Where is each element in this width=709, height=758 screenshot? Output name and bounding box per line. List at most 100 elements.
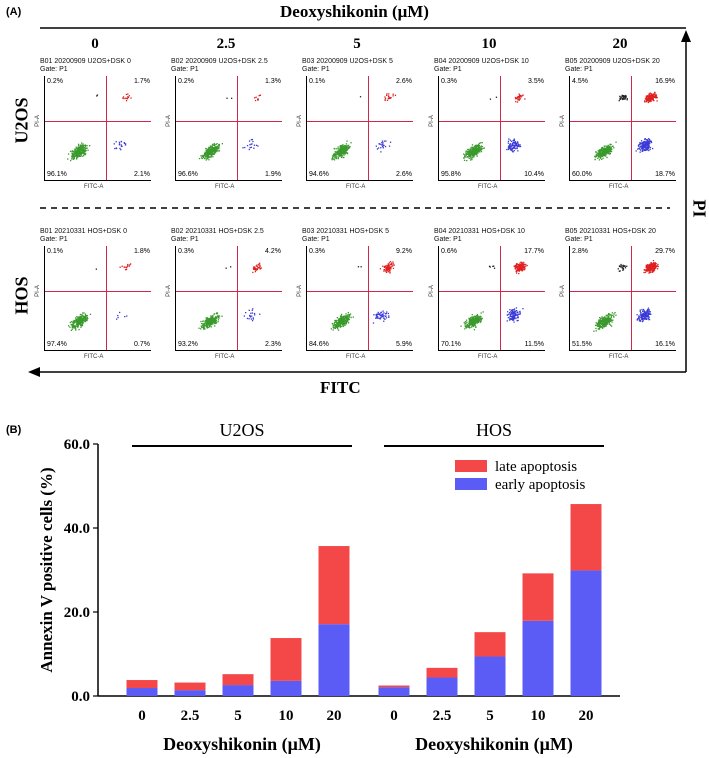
bar-u2os-20-late [318,546,350,625]
quadrant-ul-value: 0.6% [441,248,457,255]
legend-label-late: late apoptosis [495,459,577,475]
plot-frame: 0.2% 1.7% 96.1% 2.1% [44,76,151,181]
y-tick-label: 40.0 [64,521,90,537]
plot-frame: 0.1% 2.6% 94.6% 2.6% [306,76,413,181]
flow-plot-u2os-dose-1: B02 20200909 U2OS+DSK 2.5 Gate: P1 0.2% 1.3… [163,58,293,198]
plot-frame: 0.3% 4.2% 93.2% 2.3% [175,246,282,351]
y-tick-label: 20.0 [64,605,90,621]
quadrant-horizontal-gate [439,290,545,292]
quadrant-lr-value: 5.9% [396,341,412,348]
plot-header: B01 20200909 U2OS+DSK 0 Gate: P1 [40,58,131,73]
dose-label-3: 10 [481,36,497,52]
flow-plot-hos-dose-3: B04 20210331 HOS+DSK 10 Gate: P1 0.6% 17.7%… [426,228,556,368]
bar-hos-5-late [474,632,506,657]
quadrant-ur-value: 16.9% [655,78,675,85]
quadrant-horizontal-gate [439,120,545,122]
plot-frame: 2.8% 29.7% 51.5% 16.1% [569,246,676,351]
plot-frame: 4.5% 16.9% 60.0% 18.7% [569,76,676,181]
plot-header: B03 20210331 HOS+DSK 5 Gate: P1 [302,228,389,243]
quadrant-lr-value: 16.1% [655,341,675,348]
quadrant-ur-value: 4.2% [265,248,281,255]
flow-plot-u2os-dose-0: B01 20200909 U2OS+DSK 0 Gate: P1 0.2% 1.7% 9… [32,58,162,198]
fitc-axis-label: FITC [320,378,361,397]
scatter-points [67,93,132,162]
bar-u2os-0-late [126,680,158,689]
quadrant-ll-value: 96.1% [47,171,67,178]
x-tick-label-u2os: 5 [234,708,242,724]
x-axis-title: FITC-A [346,184,366,190]
quadrant-ll-value: 70.1% [441,341,461,348]
bar-u2os-2.5-early [174,690,206,696]
quadrant-ll-value: 51.5% [572,341,592,348]
quadrant-lr-value: 0.7% [134,341,150,348]
plot-header: B05 20200909 U2OS+DSK 20 Gate: P1 [565,58,660,73]
quadrant-vertical-gate [500,246,502,350]
scatter-points [463,93,526,162]
x-tick-label-hos: 0 [390,708,398,724]
row-label-u2os: U2OS [11,97,32,144]
flow-plot-u2os-dose-4: B05 20200909 U2OS+DSK 20 Gate: P1 4.5% 16.9… [557,58,687,198]
quadrant-ll-value: 60.0% [572,171,592,178]
x-axis-label-u2os: Deoxyshikonin (μM) [163,734,321,755]
y-tick-label: 0.0 [71,689,90,705]
quadrant-ul-value: 0.2% [47,78,63,85]
scatter-points [593,260,659,332]
bar-u2os-10-late [270,638,302,681]
quadrant-lr-value: 18.7% [655,171,675,178]
quadrant-horizontal-gate [307,120,413,122]
panel-a-label: (A) [6,6,22,18]
quadrant-vertical-gate [237,76,239,180]
bar-hos-20-early [570,570,602,696]
bar-u2os-5-late [222,674,254,686]
x-axis-label-hos: Deoxyshikonin (μM) [415,734,573,755]
plot-frame: 0.1% 1.8% 97.4% 0.7% [44,246,151,351]
bar-hos-20-late [570,504,602,571]
bar-u2os-0-early [126,688,158,696]
quadrant-horizontal-gate [45,120,151,122]
apoptosis-bar-chart: 0.0 20.0 40.0 60.0 Annexin V positive cells … [37,420,620,755]
bar-u2os-20-early [318,624,350,696]
scatter-points [330,261,395,331]
quadrant-ur-value: 17.7% [524,248,544,255]
flow-plot-hos-dose-2: B03 20210331 HOS+DSK 5 Gate: P1 0.3% 9.2% 84… [294,228,424,368]
flow-plot-u2os-dose-3: B04 20200909 U2OS+DSK 10 Gate: P1 0.3% 3.5%… [426,58,556,198]
x-tick-label-u2os: 10 [279,708,294,724]
scatter-points [68,263,132,331]
panel-b-label: (B) [6,424,22,436]
x-tick-label-u2os: 2.5 [181,708,200,724]
group-label-u2os: U2OS [219,420,264,440]
plot-header: B02 20200909 U2OS+DSK 2.5 Gate: P1 [171,58,268,73]
plot-header: B04 20210331 HOS+DSK 10 Gate: P1 [434,228,525,243]
panel-a-title: Deoxyshikonin (μM) [280,2,429,21]
scatter-points [460,261,528,331]
quadrant-ur-value: 3.5% [528,78,544,85]
quadrant-ur-value: 1.8% [134,248,150,255]
flow-plot-hos-dose-0: B01 20210331 HOS+DSK 0 Gate: P1 0.1% 1.8% 97… [32,228,162,368]
quadrant-ur-value: 9.2% [396,248,412,255]
y-axis-label: Annexin V positive cells (%) [37,467,56,672]
bar-hos-10-early [522,620,554,696]
quadrant-ul-value: 0.1% [309,78,325,85]
bar-hos-5-early [474,656,506,696]
legend-swatch-early [455,478,487,490]
x-axis-title: FITC-A [346,354,366,360]
quadrant-vertical-gate [106,76,108,180]
x-axis-title: FITC-A [84,354,104,360]
quadrant-lr-value: 11.5% [524,341,544,348]
y-tick-label: 60.0 [64,437,90,453]
row-label-hos: HOS [11,276,32,315]
dose-label-2: 5 [353,36,361,52]
quadrant-horizontal-gate [176,290,282,292]
scatter-points [198,262,262,330]
x-axis-title: FITC-A [609,354,629,360]
legend-label-early: early apoptosis [495,477,586,493]
quadrant-vertical-gate [237,246,239,350]
legend-swatch-late [455,460,487,472]
quadrant-vertical-gate [500,76,502,180]
quadrant-ul-value: 0.3% [441,78,457,85]
quadrant-ul-value: 2.8% [572,248,588,255]
quadrant-ul-value: 0.3% [309,248,325,255]
scatter-points [594,91,658,161]
quadrant-ur-value: 2.6% [396,78,412,85]
x-tick-label-hos: 20 [579,708,594,724]
